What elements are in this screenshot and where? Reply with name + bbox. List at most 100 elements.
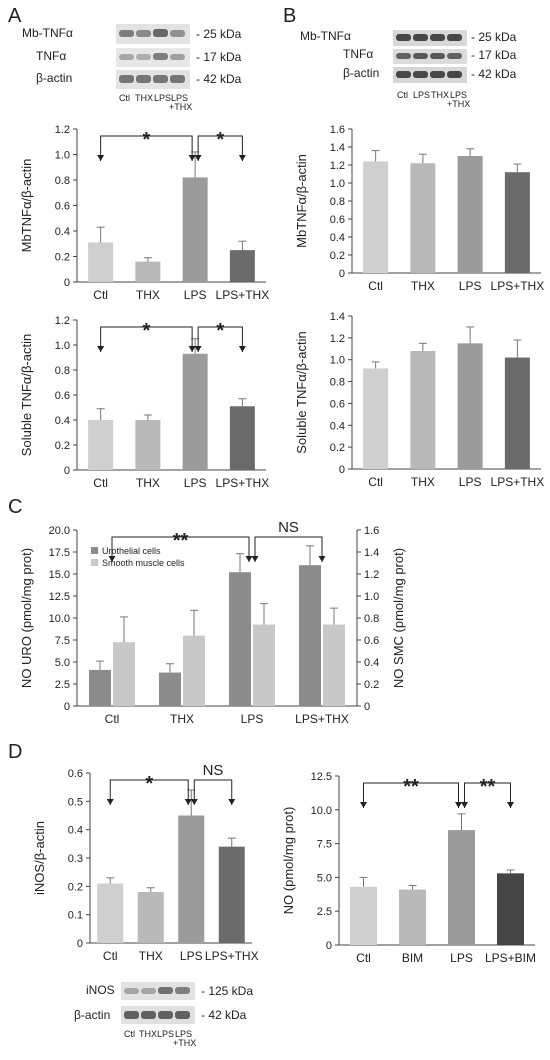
blot-a-lane-lps: LPS — [154, 93, 171, 103]
y-tick-label: 10.0 — [311, 805, 332, 817]
significance-bracket — [100, 135, 193, 161]
y-label: Soluble TNFα/β-actin — [294, 331, 309, 453]
x-tick-label: THX — [170, 712, 194, 726]
significance-bracket — [111, 536, 250, 562]
blot-a-lane-ctl: Ctl — [119, 93, 130, 103]
y-tick-label: 7.5 — [317, 839, 332, 851]
significance-arrow — [97, 155, 105, 161]
chart-a-mbtnf: 0 0.2 0.4 0.6 0.8 1.0 1.2 MbTNFα/β-actin Ctl THX L… — [19, 124, 269, 302]
y-tick-label: 0 — [64, 465, 70, 477]
bar — [135, 420, 161, 470]
y-tick-label: 17.5 — [49, 547, 70, 559]
x-tick-label: LPS — [459, 279, 482, 293]
y2-tick-label: 1.0 — [364, 591, 379, 603]
x-tick-label: Ctl — [93, 476, 108, 490]
x-tick-label: THX — [136, 288, 160, 302]
y2-tick-label: 1.6 — [364, 525, 379, 537]
significance-arrow — [360, 802, 367, 808]
chart-d-no-bim: 0 2.5 5.0 7.5 10.0 12.5 NO (pmol/mg prot) Ctl BI… — [281, 771, 536, 965]
significance-bracket — [363, 782, 459, 808]
significance-label: NS — [203, 762, 224, 779]
significance-arrow — [97, 346, 105, 352]
y-tick-label: 10.0 — [49, 613, 70, 625]
y-tick-label: 0.2 — [330, 442, 345, 454]
bar-urothelial — [229, 572, 251, 706]
x-tick-label: LPS — [184, 288, 207, 302]
significance-arrow — [318, 556, 326, 562]
y-label: NO (pmol/mg prot) — [281, 807, 296, 915]
blot-a-strip-tnf — [116, 48, 190, 67]
blot-b-strip-tnf — [393, 49, 467, 64]
panel-label-d: D — [8, 741, 22, 763]
y-tick-label: 1.2 — [55, 124, 70, 136]
bar — [504, 357, 530, 469]
x-tick-label: LPS — [459, 475, 482, 489]
y-tick-label: 1.4 — [330, 311, 345, 323]
blot-b: Mb-TNFα TNFα β-actin - 25 kDa - 17 kDa -… — [300, 29, 517, 109]
blot-b-lane-lps: LPS — [413, 90, 430, 100]
y-tick-label: 15.0 — [49, 569, 70, 581]
bar-urothelial — [299, 565, 321, 706]
significance-label: * — [142, 320, 150, 342]
x-tick-label: LPS — [184, 476, 207, 490]
bar — [97, 883, 124, 943]
y-tick-label: 0.6 — [330, 214, 345, 226]
x-tick-label: Ctl — [105, 712, 120, 726]
bar-smooth-muscle — [183, 635, 205, 706]
bar — [88, 420, 114, 470]
blot-d-row-label-inos: iNOS — [86, 983, 115, 997]
y-tick-label: 5.0 — [317, 872, 332, 884]
y2-tick-label: 0 — [364, 701, 370, 713]
y-tick-label: 0.6 — [55, 201, 70, 213]
bar — [88, 242, 114, 282]
blot-d-row-label-actin: β-actin — [74, 1008, 110, 1022]
chart-b-mbtnf: 0 0.2 0.4 0.6 0.8 1.0 1.2 1.4 1.6 MbTNFα/β-actin C… — [294, 124, 544, 293]
x-tick-label: THX — [411, 279, 435, 293]
legend-swatch — [91, 559, 98, 566]
y-tick-label: 0.4 — [55, 415, 70, 427]
significance-arrow — [238, 346, 246, 352]
bar — [182, 177, 208, 282]
bar — [218, 846, 245, 943]
y-tick-label: 0.8 — [330, 196, 345, 208]
significance-label: ** — [480, 776, 496, 798]
y-tick-label: 0.2 — [330, 250, 345, 262]
significance-arrow — [106, 799, 114, 805]
blot-b-lane-lpsthx: LPS — [450, 90, 467, 100]
significance-bracket — [197, 135, 243, 161]
x-tick-label: LPS — [450, 951, 473, 965]
bar — [135, 261, 161, 282]
blot-a-size-25: - 25 kDa — [196, 27, 242, 41]
y-tick-label: 12.5 — [49, 591, 70, 603]
chart-b-soluble-tnf: 0 0.2 0.4 0.6 0.8 1.0 1.2 1.4 Soluble TNFα/β-act… — [294, 311, 544, 489]
bar — [448, 830, 475, 945]
y-tick-label: 0.5 — [68, 796, 83, 808]
bar — [350, 886, 377, 945]
panel-label-b: B — [283, 5, 296, 27]
significance-bracket — [464, 782, 511, 808]
blot-b-lane-lpsthx-2: +THX — [447, 99, 470, 109]
y-label: MbTNFα/β-actin — [19, 159, 34, 253]
blot-d-bands — [124, 987, 190, 1019]
panel-label-c: C — [8, 496, 22, 518]
blot-b-size-42: - 42 kDa — [471, 67, 517, 81]
bar — [229, 406, 255, 470]
bar-smooth-muscle — [323, 624, 345, 706]
significance-arrow — [455, 802, 462, 808]
significance-label: ** — [173, 530, 189, 552]
bar — [363, 368, 389, 469]
significance-arrow — [108, 556, 116, 562]
y-tick-label: 0 — [339, 268, 345, 280]
y-tick-label: 0.6 — [68, 768, 83, 780]
y-label: Soluble TNFα/β-actin — [19, 334, 34, 456]
y-tick-label: 0.4 — [330, 232, 345, 244]
chart-a-soluble-tnf: 0 0.2 0.4 0.6 0.8 1.0 1.2 Soluble TNFα/β-actin C… — [19, 315, 269, 490]
y2-tick-label: 1.2 — [364, 569, 379, 581]
y-label: iNOS/β-actin — [32, 821, 47, 895]
bar-urothelial — [159, 672, 181, 706]
bar — [457, 343, 483, 469]
significance-bracket — [254, 536, 323, 562]
bar — [182, 353, 208, 470]
legend-swatch — [91, 547, 98, 554]
bar-urothelial — [89, 669, 111, 706]
